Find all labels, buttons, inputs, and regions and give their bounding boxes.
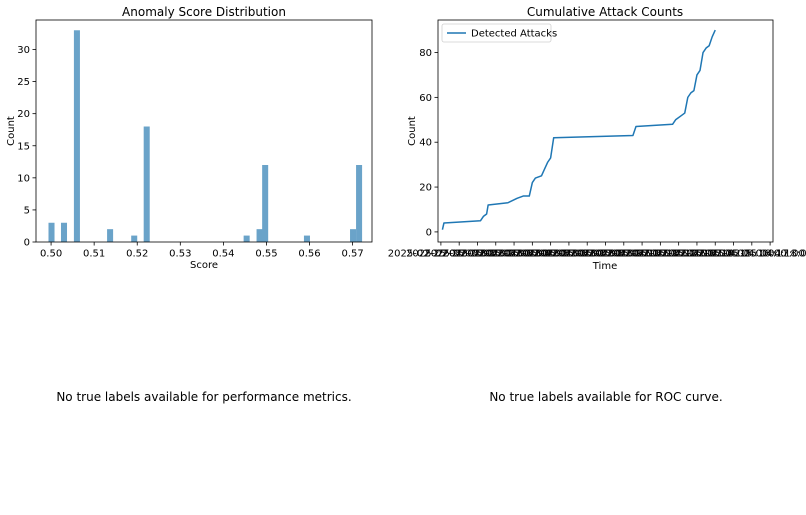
line-chart-y-label: Count [407, 116, 418, 146]
x-tick-label: 2025-02-25 04:12:00 [607, 249, 713, 260]
y-tick-label: 80 [419, 48, 432, 59]
y-tick-label: 0 [24, 238, 30, 249]
y-tick-label: 10 [17, 173, 30, 184]
x-tick-label: 2025-02-25 04:03:00 [443, 249, 549, 260]
line-chart-panel: Cumulative Attack Counts 2025-02-25 04:0… [388, 5, 806, 272]
x-tick-label: 2025-02-25 04:08:00 [534, 249, 640, 260]
x-tick-label: 2025-02-25 04:16:00 [680, 249, 786, 260]
histogram-bar [356, 165, 363, 242]
x-tick-label: 0.55 [255, 249, 277, 260]
x-tick-label: 0.54 [212, 249, 234, 260]
histogram-bars [48, 30, 363, 242]
x-tick-label: 2025-02-25 04:17:00 [699, 249, 805, 260]
histogram-bar [73, 30, 80, 242]
line-chart-title: Cumulative Attack Counts [527, 5, 683, 19]
histogram-frame [35, 19, 373, 243]
histogram-bar [350, 229, 357, 242]
x-tick-label: 0.50 [40, 249, 62, 260]
x-tick-label: 0.53 [169, 249, 191, 260]
histogram-bar [256, 229, 263, 242]
histogram-panel: Anomaly Score Distribution 0.50 0.51 0.52 0… [6, 5, 373, 271]
y-tick-label: 5 [24, 205, 30, 216]
x-tick-label: 0.57 [341, 249, 363, 260]
histogram-bar [262, 165, 269, 242]
histogram-x-label: Score [190, 260, 218, 271]
y-tick-label: 20 [17, 109, 30, 120]
x-tick-label: 0.56 [298, 249, 320, 260]
x-tick-label: 2025-02-25 04:01:00 [406, 249, 512, 260]
performance-metrics-message: No true labels available for performance… [56, 390, 351, 404]
y-tick-label: 15 [17, 141, 30, 152]
x-tick-label: 2025-02-25 04:11:00 [589, 249, 695, 260]
x-tick-label: 2025-02-25 04:05:00 [479, 249, 585, 260]
y-tick-label: 60 [419, 93, 432, 104]
histogram-y-label: Count [6, 116, 17, 146]
histogram-bar [60, 222, 68, 242]
y-tick-label: 30 [17, 45, 30, 56]
histogram-bar [303, 235, 310, 242]
x-tick-label: 04:18:00 [768, 249, 806, 260]
line-chart-legend: Detected Attacks [441, 23, 557, 43]
x-tick-label: 2025-02-25 04:04:00 [461, 249, 567, 260]
x-tick-label: 2025-02-25 04:15:00 [662, 249, 768, 260]
x-tick-label: 2025-02-25 04:02:00 [424, 249, 530, 260]
x-tick-label: 0.52 [126, 249, 148, 260]
x-tick-label: 0.51 [83, 249, 105, 260]
histogram-bar [48, 222, 55, 242]
y-tick-label: 20 [419, 183, 432, 194]
histogram-bar [107, 229, 114, 242]
y-tick-label: 0 [426, 227, 432, 238]
line-chart-y-ticks: 0 20 40 60 80 [419, 48, 438, 238]
legend-box [441, 23, 552, 43]
histogram-bar [143, 126, 150, 242]
x-tick-label: 2025-02-25 04:09:00 [552, 249, 658, 260]
x-tick-label: 2025-02-25 04:06:00 [498, 249, 604, 260]
y-tick-label: 25 [17, 77, 30, 88]
histogram-bar [243, 235, 250, 242]
x-tick-label: 2025-02-25 04:10:00 [571, 249, 677, 260]
detected-attacks-line [441, 29, 716, 230]
y-tick-label: 40 [419, 138, 432, 149]
line-chart-frame [437, 19, 774, 243]
roc-curve-message: No true labels available for ROC curve. [489, 390, 722, 404]
x-tick-label: 2025-02-25 04:13:00 [626, 249, 732, 260]
x-tick-label: 2025-02-25 04:14:00 [644, 249, 750, 260]
histogram-bar [131, 235, 138, 242]
x-tick-label: 2025-02-25 04:00:00 [388, 249, 494, 260]
x-tick-label: 2025-02-25 04:07:00 [516, 249, 622, 260]
line-chart-x-label: Time [592, 261, 617, 272]
histogram-title: Anomaly Score Distribution [122, 5, 286, 19]
histogram-x-ticks: 0.50 0.51 0.52 0.53 0.54 0.55 0.56 0.57 [40, 242, 364, 260]
histogram-y-ticks: 0 5 10 15 20 25 30 [17, 45, 36, 249]
legend-label: Detected Attacks [471, 29, 557, 40]
